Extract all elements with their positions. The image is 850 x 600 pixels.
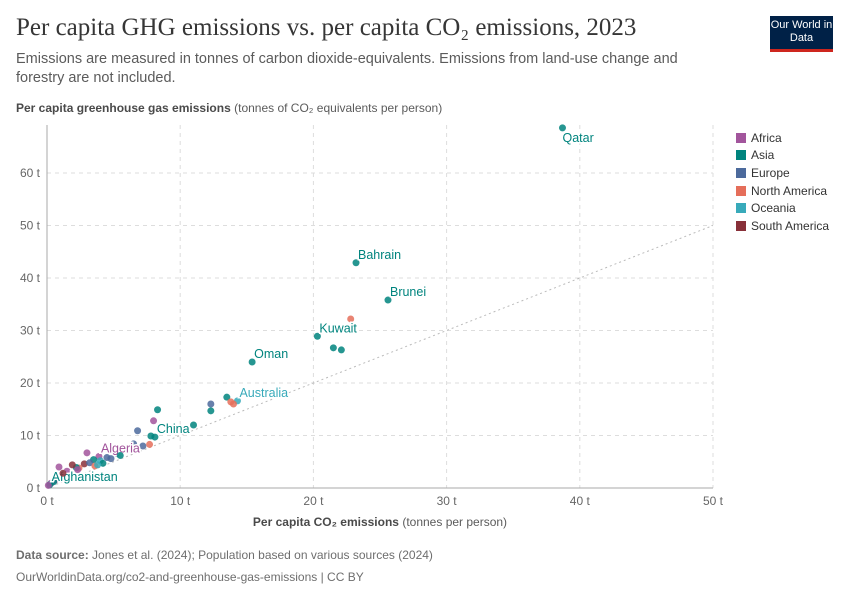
y-tick-label: 10 t [20, 429, 41, 443]
data-point [207, 407, 215, 415]
y-tick-label: 20 t [20, 376, 41, 390]
legend-label: Europe [751, 165, 790, 180]
data-point [107, 455, 115, 463]
data-point [146, 440, 154, 448]
data-point [329, 344, 337, 352]
data-point [347, 315, 355, 323]
data-point [44, 481, 52, 489]
data-point [190, 421, 198, 429]
y-tick-label: 30 t [20, 324, 41, 338]
data-point [80, 460, 88, 468]
legend-item[interactable]: North America [736, 182, 829, 200]
legend-item[interactable]: Oceania [736, 199, 829, 217]
data-point [83, 449, 91, 457]
legend-swatch [736, 132, 746, 143]
y-tick-label: 50 t [20, 219, 41, 233]
data-point [147, 432, 155, 440]
chart-title: Per capita GHG emissions vs. per capita … [16, 14, 637, 41]
legend-label: Asia [751, 148, 775, 163]
data-point [94, 461, 102, 469]
data-point-label: Kuwait [319, 321, 357, 335]
data-point [59, 469, 67, 477]
data-point [55, 463, 63, 471]
source-text: Jones et al. (2024); Population based on… [92, 548, 433, 562]
x-tick-label: 30 t [437, 494, 458, 508]
x-tick-label: 50 t [703, 494, 724, 508]
data-point [352, 259, 360, 267]
data-point [116, 451, 124, 459]
data-point [229, 400, 237, 408]
data-point [120, 444, 128, 452]
y-tick-label: 60 t [20, 166, 41, 180]
data-point-label: Bahrain [358, 248, 401, 262]
data-point-label: China [157, 422, 190, 436]
data-point [154, 406, 162, 414]
y-tick-label: 40 t [20, 271, 41, 285]
data-point [150, 417, 158, 425]
data-point-label: Afghanistan [52, 470, 118, 484]
data-point-label: Algeria [101, 442, 140, 456]
data-point [134, 427, 142, 435]
y-axis-label-unit: (tonnes of CO₂ equivalents per person) [234, 101, 443, 115]
x-axis-label-unit: (tonnes per person) [402, 515, 508, 529]
x-axis-label-main: Per capita CO₂ emissions [252, 515, 399, 529]
legend-swatch [736, 167, 746, 178]
owid-logo[interactable]: Our World in Data [770, 16, 833, 52]
legend: Africa Asia Europe North America Oceania Sout… [736, 129, 829, 235]
legend-swatch [736, 185, 746, 196]
data-point [313, 332, 321, 340]
y-tick-label: 0 t [27, 481, 41, 495]
x-tick-label: 0 t [40, 494, 54, 508]
data-point [337, 346, 345, 354]
legend-label: Africa [751, 130, 782, 145]
data-point [139, 442, 147, 450]
x-axis-label: Per capita CO₂ emissions (tonnes per per… [0, 515, 760, 529]
data-point [86, 459, 94, 467]
data-point [130, 440, 138, 448]
data-point [74, 466, 82, 474]
legend-item[interactable]: South America [736, 217, 829, 235]
legend-item[interactable]: Africa [736, 129, 829, 147]
legend-swatch [736, 203, 746, 214]
data-point [558, 124, 566, 132]
source-label: Data source: [16, 548, 89, 562]
x-tick-label: 10 t [170, 494, 191, 508]
y-axis-label-main: Per capita greenhouse gas emissions [16, 101, 231, 115]
data-point-label: Qatar [562, 131, 593, 145]
x-tick-label: 20 t [303, 494, 324, 508]
data-point-label: Brunei [390, 285, 426, 299]
legend-swatch [736, 220, 746, 231]
data-point [68, 461, 76, 469]
legend-swatch [736, 150, 746, 161]
legend-label: Oceania [751, 201, 796, 216]
data-point-label: Oman [254, 347, 288, 361]
data-point [384, 296, 392, 304]
chart-subtitle: Emissions are measured in tonnes of carb… [16, 51, 678, 86]
data-point [248, 358, 256, 366]
data-source: Data source: Jones et al. (2024); Popula… [16, 548, 433, 562]
legend-item[interactable]: Europe [736, 164, 829, 182]
data-point-label: Australia [239, 386, 288, 400]
y-axis-label: Per capita greenhouse gas emissions (ton… [16, 101, 442, 115]
x-tick-label: 40 t [570, 494, 591, 508]
data-point [99, 459, 107, 467]
legend-label: North America [751, 183, 828, 198]
reference-line [46, 225, 714, 489]
data-point [207, 400, 215, 408]
data-point [223, 393, 231, 401]
legend-label: South America [751, 218, 830, 233]
legend-item[interactable]: Asia [736, 147, 829, 165]
source-url[interactable]: OurWorldinData.org/co2-and-greenhouse-ga… [16, 570, 364, 584]
